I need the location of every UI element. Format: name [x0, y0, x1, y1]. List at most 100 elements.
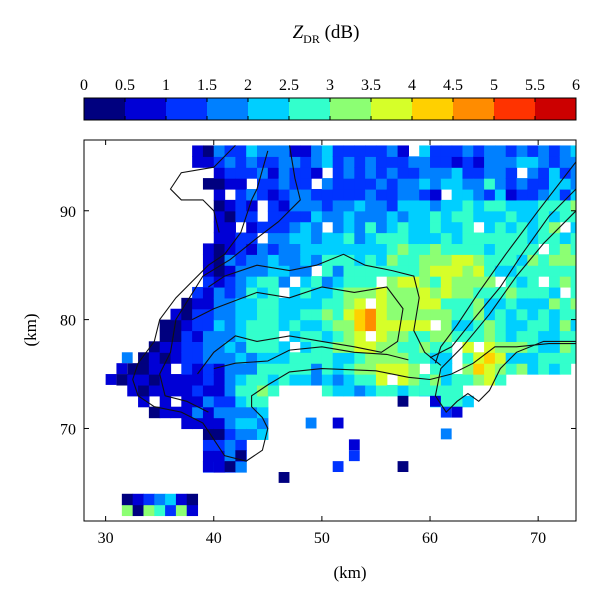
colorbar-tick-label: 2.5	[279, 77, 299, 94]
heatmap-cell	[343, 341, 355, 353]
heatmap-cell	[548, 221, 561, 234]
heatmap-cell	[570, 319, 576, 332]
heatmap-cell	[494, 308, 507, 321]
heatmap-cell	[289, 167, 301, 179]
heatmap-cell	[332, 461, 344, 473]
heatmap-cell	[365, 243, 377, 255]
heatmap-cell	[332, 254, 345, 266]
heatmap-cell	[246, 265, 258, 277]
heatmap-cell	[397, 276, 409, 288]
heatmap-cell	[473, 352, 485, 364]
heatmap-cell	[224, 297, 236, 310]
heatmap-cell	[397, 243, 409, 255]
heatmap-cell	[494, 352, 507, 364]
heatmap-cell	[192, 363, 204, 375]
heatmap-cell	[386, 243, 399, 255]
heatmap-cell	[408, 265, 420, 277]
heatmap-cell	[181, 352, 193, 364]
heatmap-cell	[289, 319, 301, 332]
heatmap-cell	[570, 178, 576, 190]
heatmap-cell	[289, 156, 301, 168]
heatmap-cell	[462, 199, 474, 212]
heatmap-cell	[538, 254, 550, 266]
heatmap-cell	[354, 276, 366, 288]
heatmap-cell	[267, 308, 280, 321]
heatmap-cell	[419, 178, 431, 190]
heatmap-cell	[202, 395, 215, 408]
heatmap-cell	[484, 363, 496, 375]
heatmap-cell	[235, 352, 247, 364]
contour-line	[191, 286, 404, 375]
heatmap-cell	[202, 330, 215, 342]
heatmap-cell	[257, 178, 269, 190]
heatmap-cell	[321, 243, 334, 255]
heatmap-cell	[397, 265, 409, 277]
heatmap-cell	[505, 286, 518, 299]
heatmap-cell	[224, 265, 236, 277]
heatmap-cell	[386, 232, 399, 245]
heatmap-cell	[278, 352, 291, 364]
heatmap-cell	[548, 286, 561, 299]
heatmap-cell	[494, 221, 507, 234]
heatmap-cell	[138, 352, 150, 364]
heatmap-cell	[538, 210, 550, 223]
heatmap-cell	[170, 330, 182, 342]
heatmap-cell	[224, 308, 236, 321]
heatmap-cell	[440, 363, 453, 375]
heatmap-cell	[348, 439, 360, 451]
heatmap-cell	[224, 461, 236, 473]
heatmap-cell	[224, 363, 236, 375]
heatmap-cell	[570, 286, 576, 299]
heatmap-cell	[235, 297, 247, 310]
heatmap-cell	[224, 276, 236, 288]
heatmap-cell	[430, 167, 442, 179]
heatmap-cell	[311, 210, 323, 223]
heatmap-cell	[192, 297, 204, 310]
heatmap-cell	[267, 178, 280, 190]
heatmap-cell	[440, 199, 453, 212]
heatmap-cell	[332, 243, 345, 255]
heatmap-cell	[548, 352, 561, 364]
heatmap-cell	[213, 363, 226, 375]
heatmap-cell	[246, 406, 258, 419]
heatmap-cell	[408, 167, 420, 179]
heatmap-cell	[430, 286, 442, 299]
heatmap-cell	[235, 406, 247, 419]
heatmap-cell	[235, 417, 247, 430]
heatmap-cell	[235, 286, 247, 299]
heatmap-cell	[375, 232, 388, 245]
heatmap-cell	[278, 243, 291, 255]
heatmap-cell	[257, 395, 269, 408]
heatmap-cell	[397, 341, 409, 353]
heatmap-cell	[343, 276, 355, 288]
heatmap-cell	[332, 308, 345, 321]
heatmap-cell	[365, 286, 377, 299]
heatmap-cell	[494, 178, 507, 190]
heatmap-cell	[538, 341, 550, 353]
heatmap-cell	[202, 450, 215, 462]
heatmap-cell	[181, 330, 193, 342]
x-tick-label: 70	[530, 530, 546, 547]
heatmap-cell	[365, 167, 377, 179]
heatmap-cell	[494, 145, 507, 157]
heatmap-cell	[473, 363, 485, 375]
heatmap-cell	[484, 156, 496, 168]
heatmap-cell	[121, 352, 133, 364]
heatmap-cell	[321, 341, 334, 353]
heatmap-cell	[516, 286, 528, 299]
heatmap-cell	[365, 319, 377, 332]
heatmap-cell	[343, 156, 355, 168]
heatmap-cell	[132, 493, 144, 506]
heatmap-cell	[343, 178, 355, 190]
heatmap-cell	[408, 254, 420, 266]
heatmap-cell	[559, 352, 572, 364]
heatmap-cell	[278, 341, 291, 353]
heatmap-cell	[451, 167, 464, 179]
heatmap-cell	[267, 265, 280, 277]
heatmap-cell	[570, 188, 576, 201]
heatmap-cell	[289, 374, 301, 386]
heatmap-cell	[213, 199, 226, 212]
heatmap-cell	[559, 167, 572, 179]
heatmap-cell	[246, 221, 258, 234]
heatmap-cell	[505, 276, 518, 288]
